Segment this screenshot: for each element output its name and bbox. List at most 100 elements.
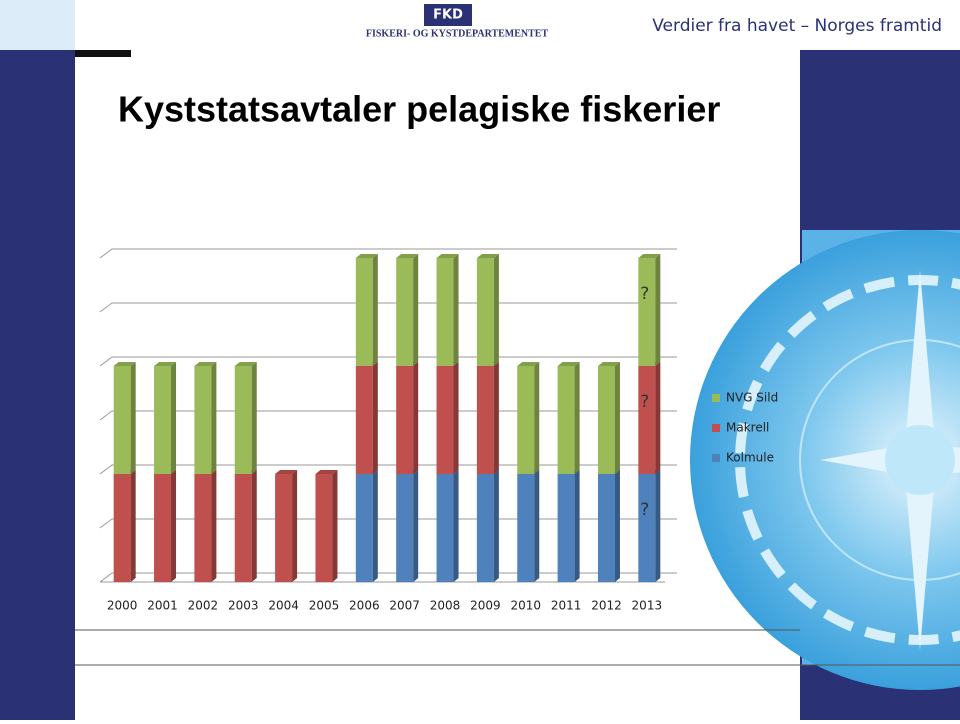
x-tick-label: 2005 <box>309 599 340 613</box>
bar <box>517 474 535 582</box>
bar-top <box>396 254 419 258</box>
bar <box>476 474 494 582</box>
bar-top <box>557 362 580 366</box>
bar-side <box>292 470 298 582</box>
bar <box>597 366 615 474</box>
x-tick-label: 2009 <box>470 599 501 613</box>
bar-side <box>372 362 378 474</box>
bar <box>638 258 656 366</box>
grid-line <box>99 248 677 259</box>
bar-top <box>436 254 459 258</box>
department: FISKERI- OG KYSTDEPARTEMENTET <box>366 28 549 39</box>
annotation: ? <box>640 284 649 304</box>
bar <box>396 258 414 366</box>
bar-top <box>517 362 540 366</box>
bar <box>557 474 575 582</box>
x-tick-label: 2004 <box>268 599 299 613</box>
bar-side <box>534 470 540 582</box>
bar-side <box>413 470 419 582</box>
bar <box>436 366 454 474</box>
grid-line <box>99 410 677 421</box>
x-tick-label: 2007 <box>389 599 420 613</box>
bar <box>396 474 414 582</box>
bar <box>436 474 454 582</box>
bar-side <box>372 254 378 366</box>
bar-side <box>413 254 419 366</box>
bar <box>517 366 535 474</box>
bar-side <box>534 362 540 474</box>
bar <box>194 474 212 582</box>
bar-side <box>655 254 661 366</box>
bar-side <box>453 362 459 474</box>
bar-side <box>614 362 620 474</box>
grid-line <box>99 356 677 367</box>
left-band <box>0 50 75 720</box>
legend-swatch <box>712 424 720 432</box>
x-tick-label: 2010 <box>510 599 541 613</box>
bar <box>355 258 373 366</box>
legend-swatch <box>712 394 720 402</box>
bar <box>315 474 333 582</box>
bar-side <box>453 254 459 366</box>
bar-top <box>355 254 378 258</box>
grid-line <box>99 302 677 313</box>
legend-swatch <box>712 454 720 462</box>
bar-top <box>154 362 177 366</box>
bar-top <box>234 362 257 366</box>
x-tick-label: 2000 <box>107 599 138 613</box>
bar <box>355 474 373 582</box>
x-tick-label: 2008 <box>430 599 461 613</box>
bar <box>396 366 414 474</box>
x-tick-label: 2013 <box>632 599 663 613</box>
corner <box>0 0 75 50</box>
bar <box>234 474 252 582</box>
bar-side <box>251 362 257 474</box>
slide-title: Kyststatsavtaler pelagiske fiskerier <box>118 89 720 130</box>
bar <box>476 258 494 366</box>
bar-top <box>638 254 661 258</box>
compass-center <box>885 425 955 495</box>
grid-line <box>99 518 677 529</box>
grid-line <box>99 464 677 475</box>
x-tick-label: 2001 <box>147 599 178 613</box>
bar <box>476 366 494 474</box>
compass <box>690 230 960 690</box>
x-tick-label: 2006 <box>349 599 380 613</box>
bar-side <box>493 470 499 582</box>
bar <box>113 366 131 474</box>
bar <box>154 474 172 582</box>
x-tick-label: 2012 <box>591 599 622 613</box>
bar <box>638 474 656 582</box>
annotation: ? <box>640 500 649 520</box>
bar-side <box>655 362 661 474</box>
bar-side <box>171 470 177 582</box>
bar <box>597 474 615 582</box>
bar-side <box>211 470 217 582</box>
bar <box>355 366 373 474</box>
bar-top <box>275 470 298 474</box>
bar-side <box>574 362 580 474</box>
accent-bar <box>75 50 131 57</box>
bar-side <box>413 362 419 474</box>
legend-label: Makrell <box>726 421 769 435</box>
bar-side <box>130 470 136 582</box>
logo-box <box>424 4 472 26</box>
bar-side <box>332 470 338 582</box>
bar-side <box>574 470 580 582</box>
grid-line <box>99 572 677 583</box>
bar-side <box>171 362 177 474</box>
x-tick-label: 2003 <box>228 599 259 613</box>
legend-label: NVG Sild <box>726 391 778 405</box>
bar-side <box>614 470 620 582</box>
bar-top <box>476 254 499 258</box>
bar <box>234 366 252 474</box>
bar-side <box>655 470 661 582</box>
bar-side <box>493 362 499 474</box>
bar-top <box>315 470 338 474</box>
bar-side <box>493 254 499 366</box>
slogan: Verdier fra havet – Norges framtid <box>652 16 942 36</box>
bar <box>436 258 454 366</box>
annotation: ? <box>640 392 649 412</box>
logo: FKD <box>433 8 463 23</box>
